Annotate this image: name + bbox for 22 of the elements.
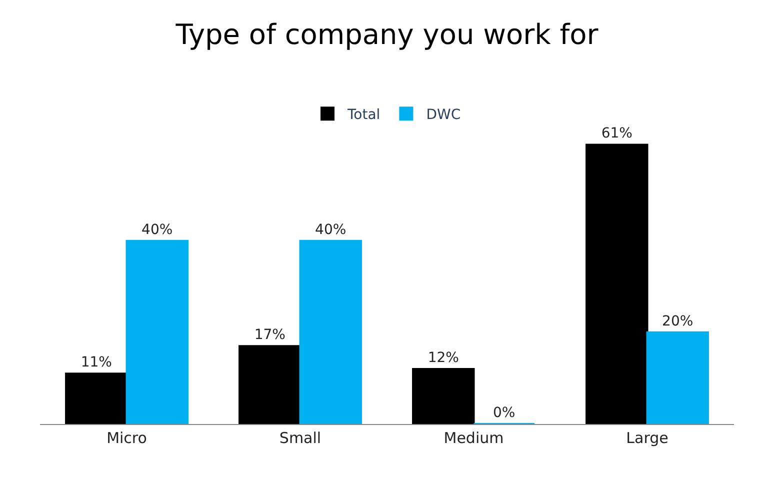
x-tick-label: Micro [106, 429, 147, 447]
data-label: 40% [142, 222, 173, 238]
data-label: 12% [428, 350, 459, 366]
data-label: 40% [315, 222, 346, 238]
chart-title: Type of company you work for [174, 18, 599, 51]
x-tick-label: Small [279, 429, 322, 447]
bar [126, 240, 188, 424]
x-tick-label: Medium [444, 429, 504, 447]
bar [586, 144, 648, 424]
legend-label: DWC [426, 107, 461, 124]
bar [299, 240, 362, 424]
legend-label: Total [346, 107, 380, 124]
bar [65, 372, 128, 424]
data-label: 61% [601, 126, 632, 142]
data-label: 0% [493, 405, 516, 421]
data-label: 11% [80, 354, 112, 371]
data-label: 20% [662, 313, 694, 330]
bar [238, 345, 302, 424]
data-label: 17% [254, 327, 286, 344]
bar [646, 331, 709, 424]
x-tick-label: Large [626, 429, 668, 447]
bar [412, 368, 475, 424]
